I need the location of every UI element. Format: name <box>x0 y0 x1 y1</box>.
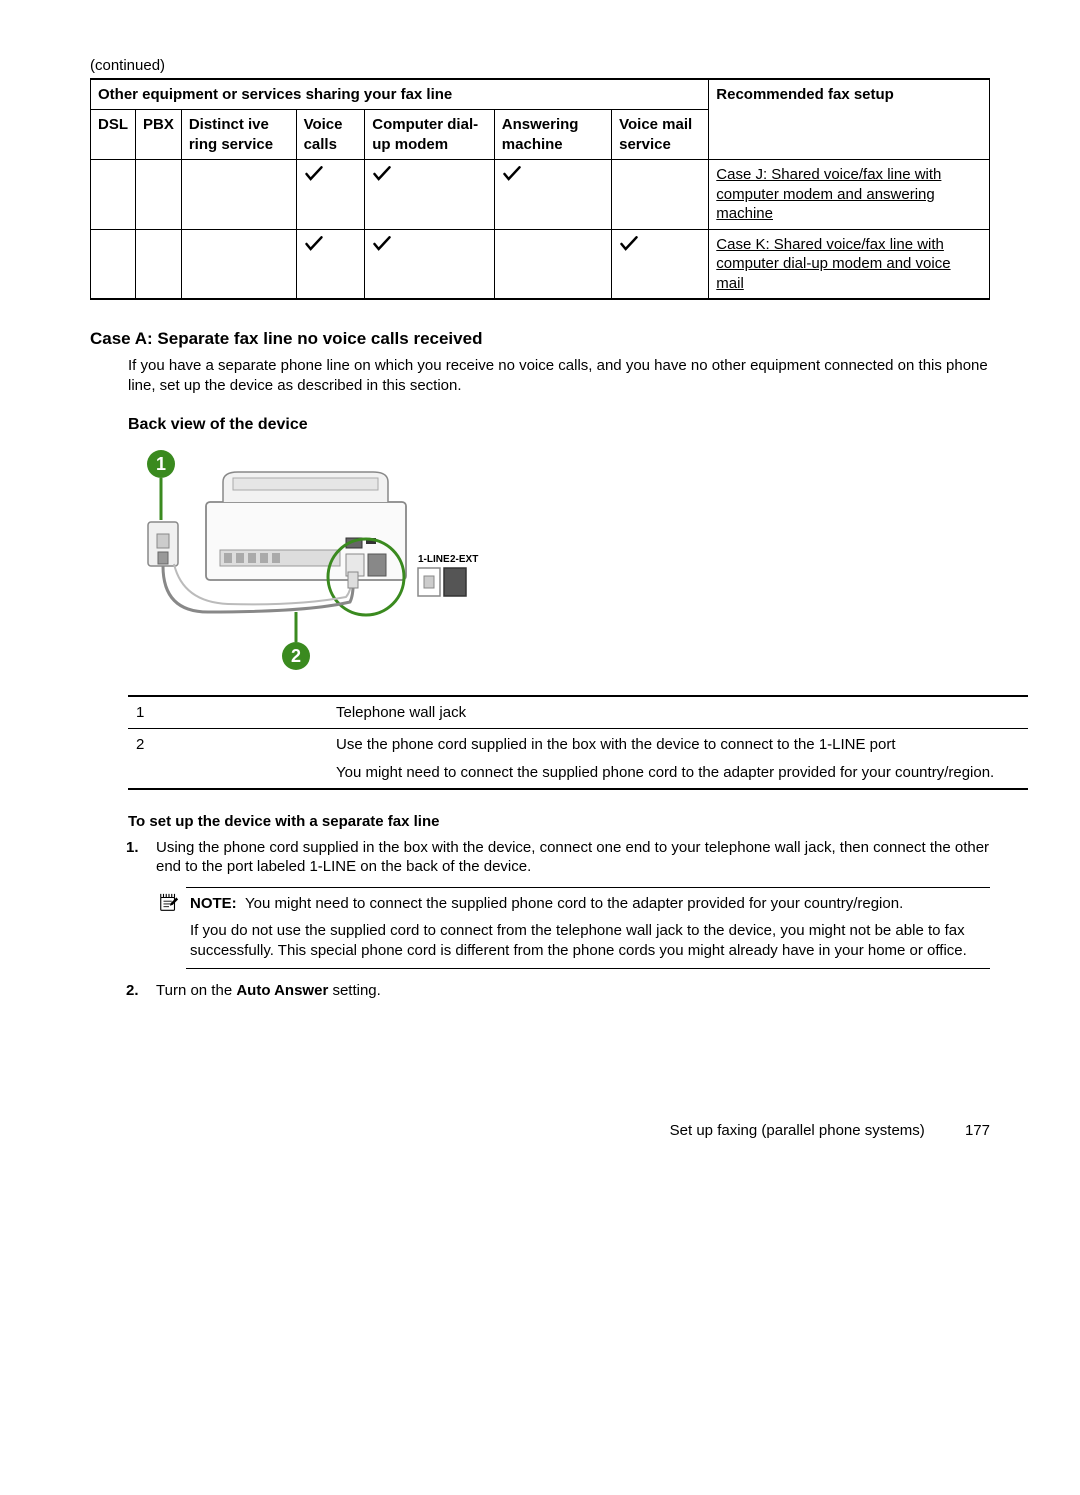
note-label: NOTE: <box>190 895 237 912</box>
footer-text: Set up faxing (parallel phone systems) <box>670 1122 925 1139</box>
table-row: Case J: Shared voice/fax line with compu… <box>91 160 990 230</box>
setup-heading: To set up the device with a separate fax… <box>128 812 990 832</box>
step-number: 1. <box>126 838 139 858</box>
note-box: NOTE: You might need to connect the supp… <box>186 887 990 970</box>
rec-link-case-k[interactable]: Case K: Shared voice/fax line with compu… <box>716 236 950 292</box>
page-number: 177 <box>965 1121 990 1141</box>
page-footer: Set up faxing (parallel phone systems) 1… <box>90 1121 990 1141</box>
svg-text:2: 2 <box>291 646 301 666</box>
device-back-diagram: 1 1-LINE 2-EXT 2 <box>128 442 488 677</box>
step-text-after: setting. <box>328 982 381 999</box>
callout-table: 1 Telephone wall jack 2 Use the phone co… <box>128 695 1028 791</box>
label-1line: 1-LINE <box>418 554 450 565</box>
case-a-heading: Case A: Separate fax line no voice calls… <box>90 328 990 350</box>
header-equipment: Other equipment or services sharing your… <box>91 79 709 110</box>
step-2: 2. Turn on the Auto Answer setting. <box>126 981 990 1001</box>
checkmark <box>612 229 709 299</box>
rec-link-case-j[interactable]: Case J: Shared voice/fax line with compu… <box>716 166 941 222</box>
continued-label: (continued) <box>90 56 990 76</box>
callout-row: 1 Telephone wall jack <box>128 696 1028 729</box>
label-2ext: 2-EXT <box>450 554 478 565</box>
checkmark <box>365 229 495 299</box>
checkmark <box>494 160 611 230</box>
col-voicemail: Voice mail service <box>612 110 709 160</box>
checkmark <box>365 160 495 230</box>
case-a-para: If you have a separate phone line on whi… <box>128 356 990 395</box>
header-recommended: Recommended fax setup <box>709 79 990 160</box>
checkmark <box>296 229 365 299</box>
step-number: 2. <box>126 981 139 1001</box>
auto-answer-label: Auto Answer <box>236 982 328 999</box>
note-p2: If you do not use the supplied cord to c… <box>190 921 986 960</box>
col-voice: Voice calls <box>296 110 365 160</box>
note-p1: You might need to connect the supplied p… <box>245 895 903 912</box>
setup-steps: 1. Using the phone cord supplied in the … <box>126 838 990 1001</box>
callout-num: 1 <box>128 696 328 729</box>
col-distinct: Distinct ive ring service <box>181 110 296 160</box>
col-answering: Answering machine <box>494 110 611 160</box>
fax-equipment-table: Other equipment or services sharing your… <box>90 78 990 301</box>
col-dsl: DSL <box>91 110 136 160</box>
checkmark <box>296 160 365 230</box>
callout-text: Use the phone cord supplied in the box w… <box>328 729 1028 790</box>
svg-text:1: 1 <box>156 454 166 474</box>
back-view-heading: Back view of the device <box>128 415 990 436</box>
step-text: Using the phone cord supplied in the box… <box>156 839 989 876</box>
col-modem: Computer dial-up modem <box>365 110 495 160</box>
callout-num: 2 <box>128 729 328 790</box>
step-1: 1. Using the phone cord supplied in the … <box>126 838 990 970</box>
callout-row: 2 Use the phone cord supplied in the box… <box>128 729 1028 790</box>
table-row: Case K: Shared voice/fax line with compu… <box>91 229 990 299</box>
callout-text: Telephone wall jack <box>328 696 1028 729</box>
step-text-before: Turn on the <box>156 982 236 999</box>
col-pbx: PBX <box>136 110 182 160</box>
note-icon <box>158 892 180 912</box>
